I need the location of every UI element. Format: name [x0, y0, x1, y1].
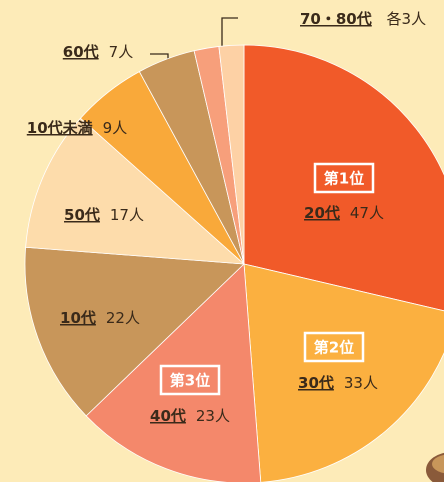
slice-value: 9人 — [103, 119, 128, 137]
group-category: 70・80代 — [300, 10, 372, 28]
decoration — [426, 452, 444, 482]
slice-category: 40代 — [150, 407, 186, 425]
group-label: 70・80代 各3人 — [300, 10, 426, 28]
slice-value: 23人 — [196, 407, 230, 425]
slice-category: 20代 — [304, 204, 340, 222]
pie — [25, 45, 444, 482]
rank-label: 第3位 — [170, 372, 210, 390]
slice-value: 7人 — [109, 43, 134, 61]
rank-label: 第1位 — [324, 170, 364, 188]
rank-label: 第2位 — [314, 339, 354, 357]
slice-label: 60代 7人 — [63, 43, 133, 61]
slice-category: 30代 — [298, 374, 334, 392]
slice-category: 50代 — [64, 206, 100, 224]
slice-value: 47人 — [350, 204, 384, 222]
chart: 70・80代 各3人 20代 47人 30代 33人 40代 23人 10代 22人 50代 17… — [0, 0, 444, 482]
slice-value: 33人 — [344, 374, 378, 392]
slice-label: 10代未満 9人 — [27, 119, 127, 137]
slice-category: 10代 — [60, 309, 96, 327]
group-value: 各3人 — [387, 10, 427, 28]
slice-value: 22人 — [106, 309, 140, 327]
slice-category: 60代 — [63, 43, 99, 61]
slice-category: 10代未満 — [27, 119, 93, 137]
slice-value: 17人 — [110, 206, 144, 224]
